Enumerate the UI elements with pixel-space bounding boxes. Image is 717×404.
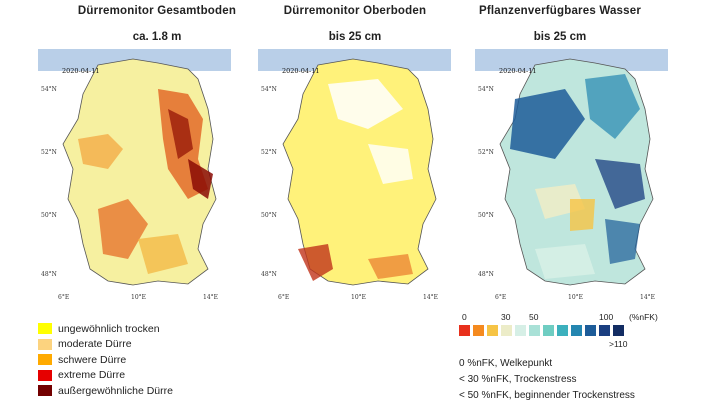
legend-item: extreme Dürre: [38, 368, 173, 384]
legend-swatch: [38, 369, 52, 381]
lat-label: 50°N: [261, 212, 277, 219]
lat-label: 54°N: [261, 86, 277, 93]
scale-tick: 30: [501, 312, 511, 322]
lon-label: 14°E: [640, 294, 656, 301]
scale-tick: 0: [462, 312, 467, 322]
scale-cell: [459, 325, 470, 336]
scale-cell: [557, 325, 568, 336]
lon-label: 6°E: [278, 294, 290, 301]
scale-cell: [543, 325, 554, 336]
lat-label: 48°N: [478, 271, 494, 278]
legend-label: außergewöhnliche Dürre: [58, 384, 173, 397]
legend-label: schwere Dürre: [58, 353, 127, 366]
legend-label: moderate Dürre: [58, 338, 132, 351]
note-line: < 30 %nFK, Trockenstress: [459, 374, 577, 385]
note-line: < 50 %nFK, beginnender Trockenstress: [459, 390, 635, 401]
legend-item: außergewöhnliche Dürre: [38, 383, 173, 399]
lon-label: 6°E: [495, 294, 507, 301]
legend-swatch: [38, 338, 52, 350]
scale-cell: [487, 325, 498, 336]
panel-subtitle-plant-water: bis 25 cm: [533, 31, 587, 43]
scale-cell: [585, 325, 596, 336]
legend-swatch: [38, 385, 52, 397]
scale-cell: [501, 325, 512, 336]
lon-label: 14°E: [423, 294, 439, 301]
lon-label: 6°E: [58, 294, 70, 301]
scale-max-label: >110: [609, 339, 628, 349]
note-line: 0 %nFK, Welkepunkt: [459, 358, 553, 369]
scale-cell: [613, 325, 624, 336]
scale-cell: [529, 325, 540, 336]
scale-tick: 100: [599, 312, 614, 322]
lat-label: 52°N: [478, 149, 494, 156]
lat-label: 48°N: [261, 271, 277, 278]
water-notes: 0 %nFK, Welkepunkt < 30 %nFK, Trockenstr…: [459, 356, 635, 404]
lat-label: 48°N: [41, 271, 57, 278]
map-plant-water: 2020-04-11 54°N 52°N 50°N 48°N 6°E 10°E …: [475, 49, 668, 303]
scale-cell: [473, 325, 484, 336]
scale-cell: [599, 325, 610, 336]
legend-swatch: [38, 354, 52, 366]
lon-label: 14°E: [203, 294, 219, 301]
lat-label: 54°N: [41, 86, 57, 93]
legend-label: ungewöhnlich trocken: [58, 322, 160, 335]
scale-tick: 50: [529, 312, 539, 322]
water-color-scale: 0 30 50 100 (%nFK) >110: [459, 312, 689, 352]
legend-item: ungewöhnlich trocken: [38, 321, 173, 337]
scale-tick: (%nFK): [629, 312, 658, 322]
panel-title-topsoil: Dürremonitor Oberboden: [283, 5, 427, 17]
lat-label: 52°N: [261, 149, 277, 156]
legend-item: schwere Dürre: [38, 352, 173, 368]
legend-swatch: [38, 323, 52, 335]
map-topsoil: 2020-04-11 54°N 52°N 50°N 48°N 6°E 10°E …: [258, 49, 451, 303]
scale-cells: [459, 325, 627, 336]
lon-label: 10°E: [568, 294, 584, 301]
panel-title-plant-water: Pflanzenverfügbares Wasser: [479, 5, 641, 17]
lat-label: 50°N: [478, 212, 494, 219]
map-total-soil: 2020-04-11 54°N 52°N 50°N 48°N 6°E 10°E …: [38, 49, 231, 303]
legend-item: moderate Dürre: [38, 337, 173, 353]
drought-legend: ungewöhnlich trocken moderate Dürre schw…: [38, 321, 173, 399]
panel-subtitle-topsoil: bis 25 cm: [328, 31, 382, 43]
map-date-label: 2020-04-11: [499, 67, 537, 75]
panel-title-total-soil: Dürremonitor Gesamtboden: [77, 5, 237, 17]
panel-subtitle-total-soil: ca. 1.8 m: [132, 31, 182, 43]
map-date-label: 2020-04-11: [282, 67, 320, 75]
lon-label: 10°E: [351, 294, 367, 301]
map-date-label: 2020-04-11: [62, 67, 100, 75]
scale-cell: [515, 325, 526, 336]
lat-label: 52°N: [41, 149, 57, 156]
scale-cell: [571, 325, 582, 336]
lat-label: 50°N: [41, 212, 57, 219]
lat-label: 54°N: [478, 86, 494, 93]
legend-label: extreme Dürre: [58, 369, 126, 382]
lon-label: 10°E: [131, 294, 147, 301]
